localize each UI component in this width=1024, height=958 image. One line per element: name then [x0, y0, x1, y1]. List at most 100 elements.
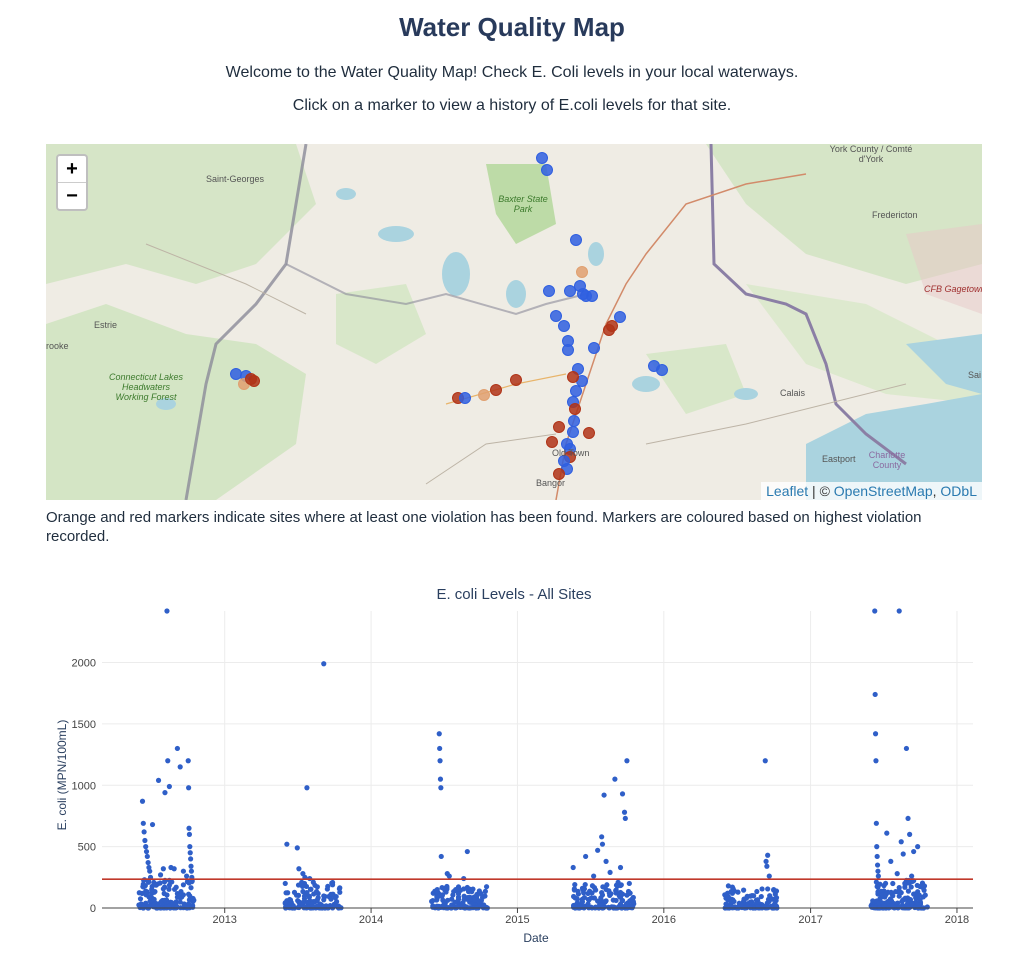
site-marker-high[interactable]	[603, 324, 615, 336]
data-point[interactable]	[174, 745, 180, 752]
data-point[interactable]	[144, 853, 150, 860]
data-point[interactable]	[603, 858, 609, 864]
data-point[interactable]	[184, 873, 190, 879]
data-point[interactable]	[482, 893, 488, 899]
data-point[interactable]	[149, 821, 156, 828]
data-point[interactable]	[455, 891, 462, 897]
data-point[interactable]	[160, 866, 166, 872]
data-point[interactable]	[597, 902, 603, 908]
data-point[interactable]	[465, 886, 471, 892]
data-point[interactable]	[598, 895, 604, 901]
data-point[interactable]	[442, 887, 448, 893]
data-point[interactable]	[437, 745, 443, 752]
data-point[interactable]	[896, 885, 902, 891]
data-point[interactable]	[574, 896, 580, 902]
data-point[interactable]	[874, 844, 880, 850]
data-point[interactable]	[617, 864, 624, 871]
data-point[interactable]	[308, 886, 314, 892]
data-point[interactable]	[588, 895, 594, 901]
site-marker-safe[interactable]	[577, 288, 589, 300]
data-point[interactable]	[324, 886, 330, 892]
data-point[interactable]	[758, 893, 764, 900]
map-markers[interactable]	[230, 152, 668, 480]
data-point[interactable]	[872, 608, 878, 614]
site-marker-safe[interactable]	[562, 344, 574, 356]
data-point[interactable]	[883, 892, 889, 898]
data-point[interactable]	[455, 896, 462, 902]
data-point[interactable]	[872, 731, 879, 737]
site-marker-safe[interactable]	[588, 342, 600, 354]
data-point[interactable]	[881, 883, 887, 889]
site-marker-high[interactable]	[546, 436, 558, 448]
data-point[interactable]	[450, 892, 456, 898]
data-point[interactable]	[284, 841, 290, 847]
site-marker-safe[interactable]	[656, 364, 668, 376]
data-point[interactable]	[729, 904, 735, 910]
data-point[interactable]	[139, 798, 146, 804]
data-point[interactable]	[916, 892, 922, 898]
data-point[interactable]	[610, 897, 616, 903]
data-point[interactable]	[902, 895, 908, 901]
data-point[interactable]	[921, 883, 928, 889]
data-point[interactable]	[585, 901, 591, 907]
data-point[interactable]	[285, 890, 291, 896]
data-point[interactable]	[309, 901, 315, 907]
data-point[interactable]	[174, 904, 180, 911]
data-point[interactable]	[873, 820, 879, 826]
data-point[interactable]	[155, 777, 162, 783]
odbl-link[interactable]: ODbL	[940, 483, 977, 499]
data-point[interactable]	[622, 815, 628, 822]
site-marker-high[interactable]	[569, 403, 581, 415]
zoom-in-button[interactable]: +	[66, 158, 78, 180]
data-point[interactable]	[446, 873, 452, 879]
data-point[interactable]	[907, 831, 913, 837]
data-point[interactable]	[141, 904, 147, 910]
data-point[interactable]	[905, 815, 911, 822]
data-point[interactable]	[896, 608, 902, 614]
data-point[interactable]	[290, 904, 296, 911]
data-point[interactable]	[884, 830, 890, 836]
data-point[interactable]	[314, 897, 320, 903]
site-marker-safe[interactable]	[568, 415, 580, 427]
data-point[interactable]	[893, 889, 899, 895]
data-point[interactable]	[875, 868, 881, 874]
data-point[interactable]	[874, 853, 880, 860]
data-point[interactable]	[137, 896, 144, 902]
data-point[interactable]	[483, 884, 490, 890]
data-point[interactable]	[902, 881, 908, 888]
data-point[interactable]	[181, 901, 187, 907]
site-marker-safe[interactable]	[558, 320, 570, 332]
data-point[interactable]	[754, 888, 760, 895]
data-point[interactable]	[897, 889, 903, 896]
data-point[interactable]	[619, 791, 626, 797]
data-point[interactable]	[452, 899, 458, 905]
data-point[interactable]	[461, 886, 467, 892]
data-point[interactable]	[626, 880, 632, 887]
data-point[interactable]	[579, 898, 585, 905]
data-point[interactable]	[583, 853, 589, 860]
data-point[interactable]	[915, 844, 921, 850]
data-point[interactable]	[329, 891, 335, 898]
data-point[interactable]	[176, 894, 182, 901]
data-point[interactable]	[186, 901, 192, 907]
site-marker-high[interactable]	[553, 421, 565, 433]
data-point[interactable]	[874, 862, 881, 868]
data-point[interactable]	[146, 903, 152, 909]
data-point[interactable]	[301, 893, 308, 899]
site-marker-high[interactable]	[567, 371, 579, 383]
data-point[interactable]	[177, 764, 183, 770]
data-point[interactable]	[441, 900, 448, 906]
data-point[interactable]	[582, 881, 588, 888]
data-point[interactable]	[764, 863, 770, 869]
data-point[interactable]	[143, 844, 149, 850]
data-point[interactable]	[921, 887, 927, 893]
data-point[interactable]	[187, 844, 193, 850]
data-point[interactable]	[169, 879, 175, 885]
data-point[interactable]	[180, 882, 187, 888]
data-point[interactable]	[282, 880, 288, 887]
data-point[interactable]	[476, 888, 482, 894]
leaflet-link[interactable]: Leaflet	[766, 483, 809, 499]
data-point[interactable]	[325, 904, 331, 910]
data-point[interactable]	[171, 866, 177, 872]
data-point[interactable]	[621, 809, 628, 815]
